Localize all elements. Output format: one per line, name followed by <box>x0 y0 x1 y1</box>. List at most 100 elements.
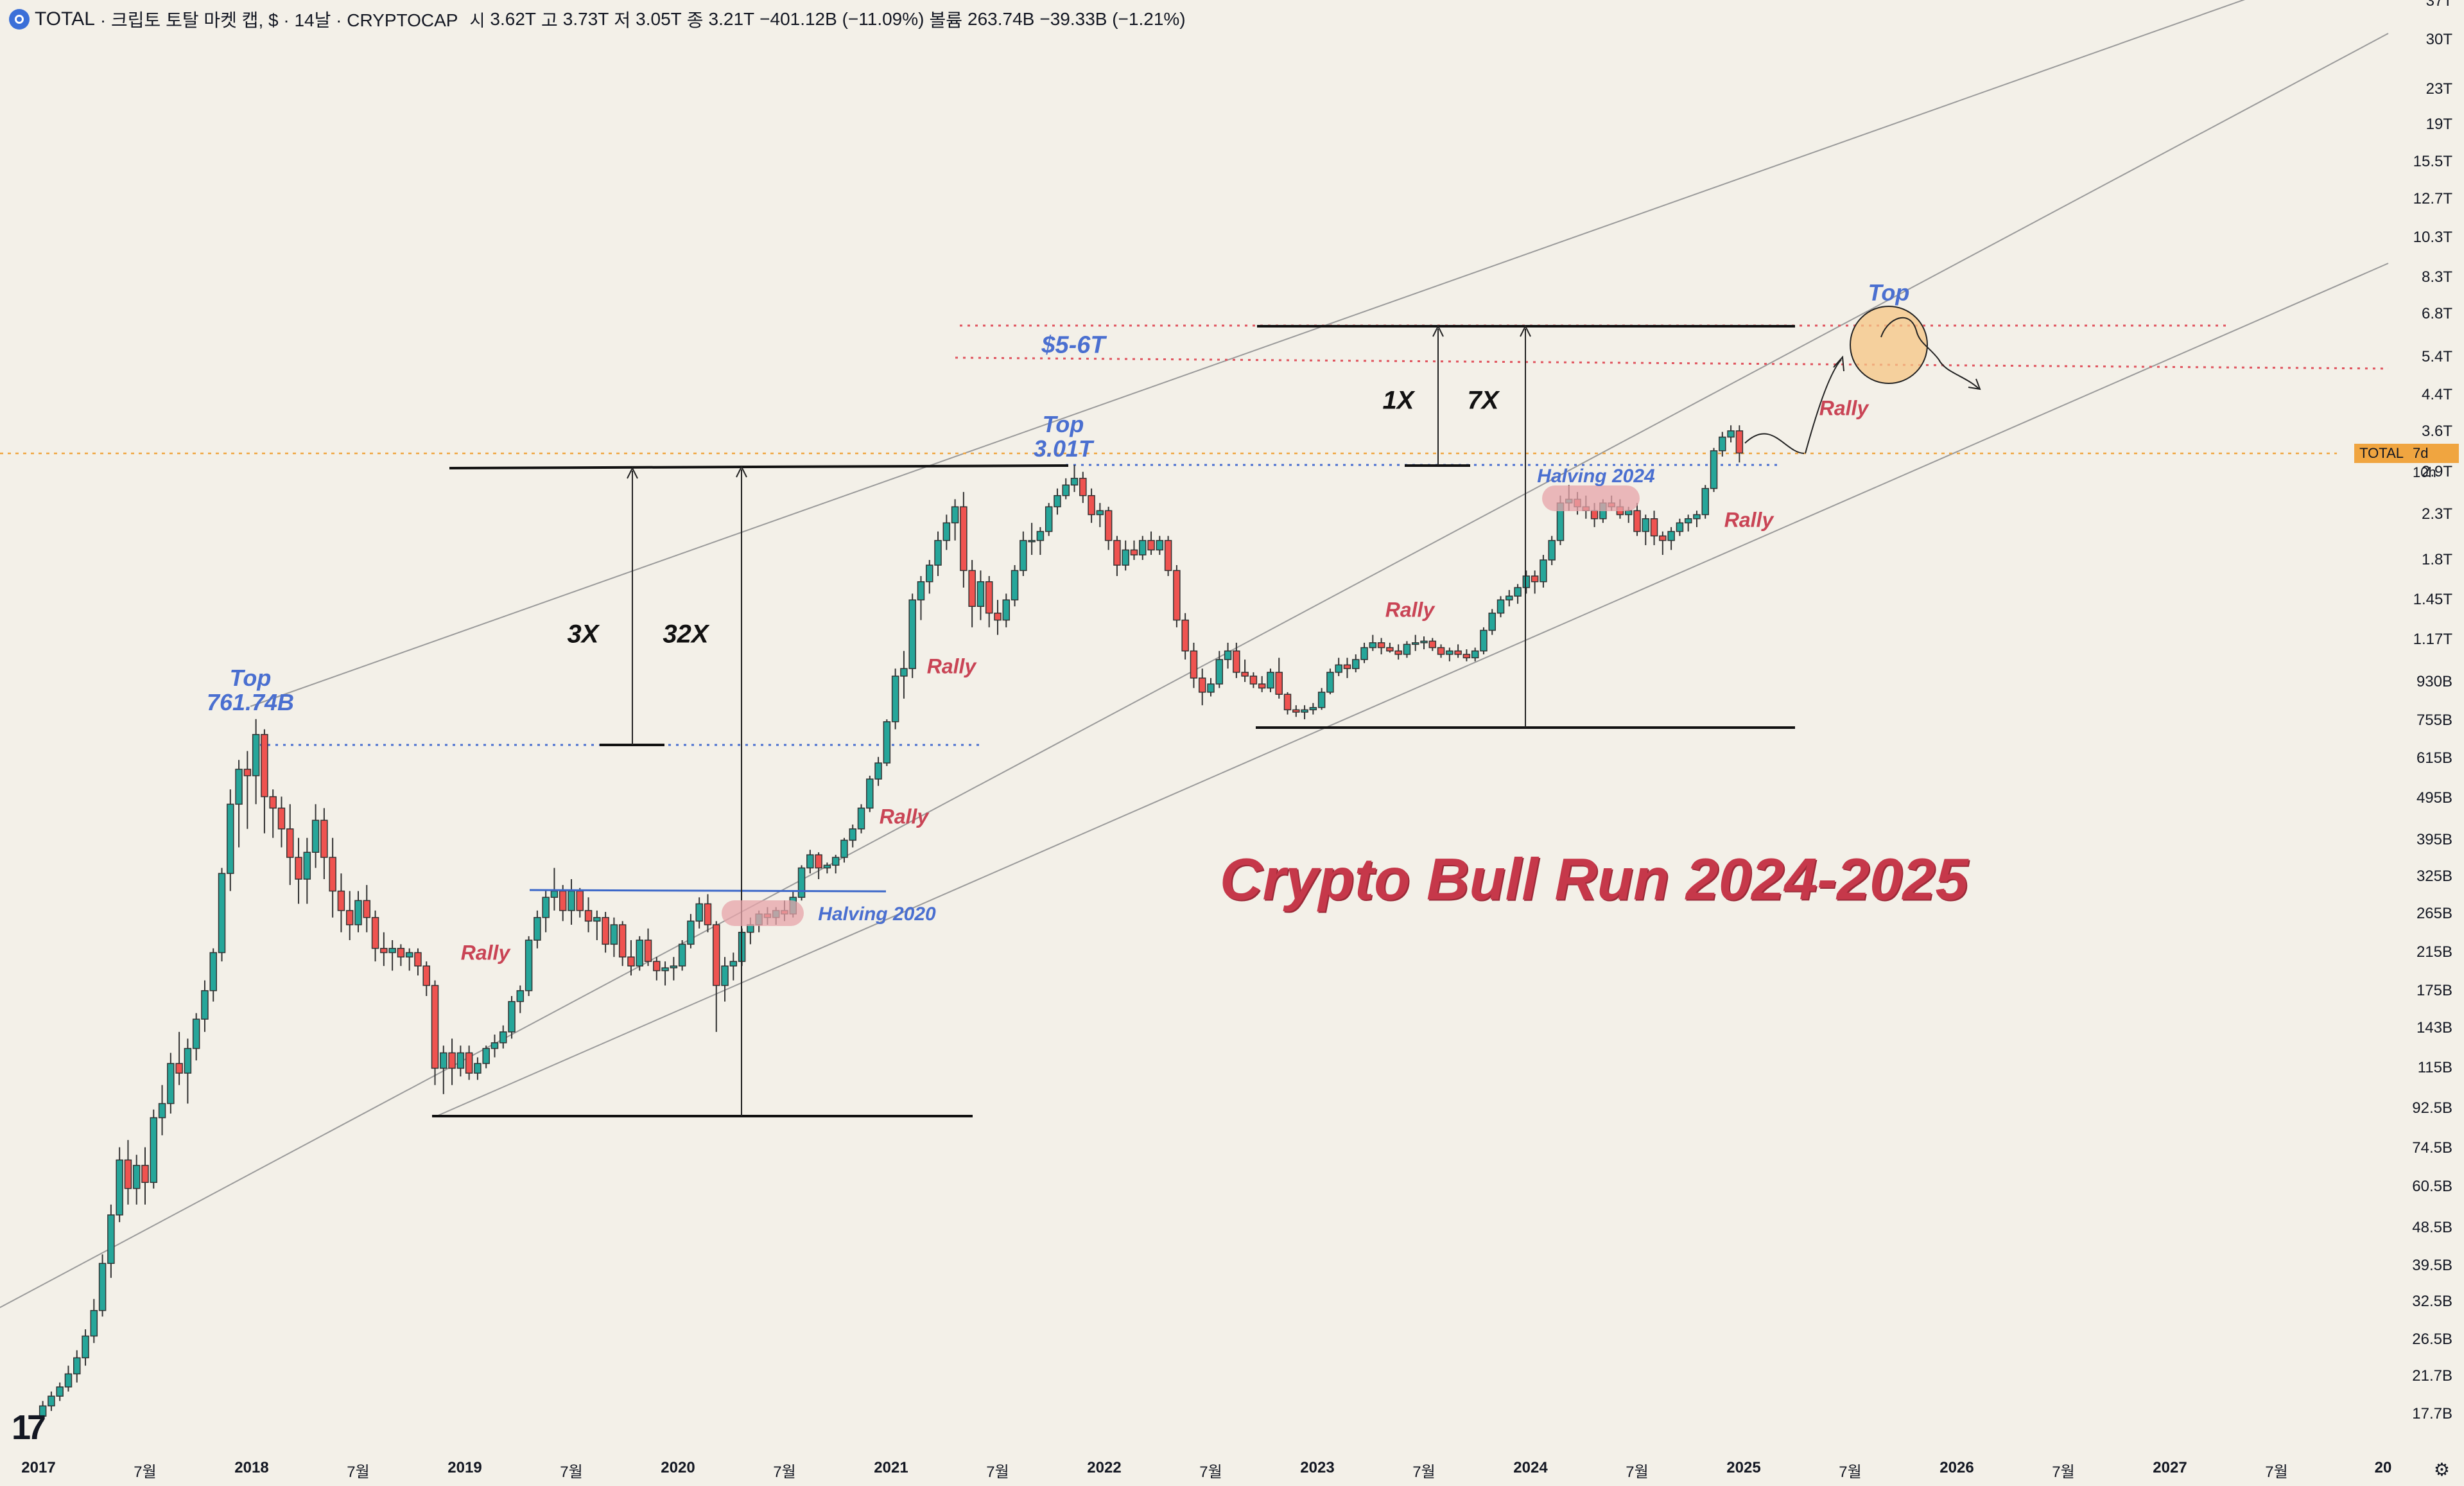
price-axis-tick: 15.5T <box>2413 153 2452 171</box>
gear-icon[interactable]: ⚙ <box>2433 1460 2450 1480</box>
candle-body <box>857 807 865 830</box>
candle-body <box>670 965 678 968</box>
candle-body <box>1488 612 1496 631</box>
annotation-target-range: $5-6T <box>1041 331 1106 359</box>
candle-body <box>1292 709 1300 713</box>
candle-body <box>1326 672 1334 693</box>
price-axis-tick: 12.7T <box>2413 189 2452 207</box>
candle-body <box>610 924 618 945</box>
candle-body <box>926 564 933 582</box>
candle-body <box>1676 522 1684 532</box>
candle-body <box>1173 570 1181 621</box>
candle-body <box>422 965 430 986</box>
open-value: 3.62T <box>490 9 537 29</box>
projection-curve-2 <box>1805 359 1842 454</box>
candle-body <box>82 1335 89 1359</box>
projection-arrow-head-1 <box>1833 355 1844 372</box>
volume-change: −39.33B (−1.21%) <box>1039 9 1186 29</box>
price-axis-tick: 2.9T <box>2421 462 2452 480</box>
candle-body <box>721 965 729 986</box>
price-axis-tick: 2.3T <box>2421 505 2452 523</box>
time-axis-tick: 7월 <box>2265 1464 2288 1481</box>
candle-body <box>874 762 882 780</box>
candle-body <box>1360 647 1368 660</box>
open-label: 시 <box>469 10 485 30</box>
symbol-name[interactable]: TOTAL <box>35 8 95 30</box>
high-value: 3.73T <box>562 9 609 29</box>
candle-body <box>1394 650 1402 655</box>
candle-body <box>1062 484 1070 496</box>
candle-body <box>482 1047 490 1064</box>
candle-body <box>1411 642 1419 645</box>
candle-body <box>704 903 712 925</box>
chart-title: Crypto Bull Run 2024-2025 <box>1220 846 1968 913</box>
candle-body <box>56 1386 64 1397</box>
price-axis-tick: 1.8T <box>2421 550 2452 568</box>
candle-body <box>1684 518 1692 523</box>
candle-body <box>286 828 294 858</box>
price-tag-symbol: TOTAL <box>2354 444 2409 463</box>
candle-body <box>559 890 567 911</box>
annotation-top-2021: Top 3.01T <box>1033 411 1093 462</box>
candle-body <box>1139 539 1147 555</box>
price-axis-tick: 3.6T <box>2421 423 2452 441</box>
candle-body <box>448 1052 456 1069</box>
time-axis-tick: 2020 <box>661 1459 695 1476</box>
candle-body <box>900 668 908 677</box>
candle-body <box>1403 643 1411 655</box>
price-axis-tick: 8.3T <box>2421 268 2452 286</box>
halving-2024-highlight <box>1542 485 1640 511</box>
candle-body <box>1070 478 1079 486</box>
candle-body <box>1164 539 1172 572</box>
candle-body <box>1446 650 1453 655</box>
candle-body <box>1181 619 1189 652</box>
candle-body <box>405 952 413 957</box>
candle-body <box>1028 539 1036 543</box>
annotation-rally-2019: Rally <box>460 941 510 965</box>
candle-body <box>891 676 899 722</box>
candle-body <box>209 952 217 992</box>
candle-body <box>1224 650 1232 660</box>
candle-body <box>1540 559 1547 582</box>
candle-body <box>1727 430 1735 438</box>
candle-body <box>175 1063 183 1074</box>
candle-body <box>269 796 277 809</box>
candle-body <box>1633 510 1641 532</box>
annotation-3x: 3X <box>567 620 599 649</box>
price-axis-tick: 495B <box>2416 789 2452 807</box>
candle-body <box>1104 510 1113 541</box>
annotation-rally-2020: Rally <box>879 805 929 828</box>
price-axis-tick: 175B <box>2416 981 2452 999</box>
candle-body <box>345 910 354 925</box>
time-axis-tick: 7월 <box>1199 1464 1222 1481</box>
tradingview-logo[interactable]: 17 <box>12 1408 46 1447</box>
candle-body <box>1659 535 1667 541</box>
price-axis-tick: 60.5B <box>2412 1178 2452 1196</box>
candle-body <box>1088 494 1095 516</box>
time-axis-tick: 7월 <box>1626 1464 1649 1481</box>
low-value: 3.05T <box>636 9 682 29</box>
time-axis-tick: 2026 <box>1939 1459 1974 1476</box>
candle-body <box>1531 575 1539 582</box>
time-axis-tick: 2024 <box>1513 1459 1548 1476</box>
candle-body <box>1420 640 1428 643</box>
candle-body <box>1548 539 1556 561</box>
price-axis-tick: 48.5B <box>2412 1218 2452 1236</box>
candle-body <box>627 956 635 966</box>
candle-body <box>849 828 856 841</box>
candle-body <box>1642 518 1650 532</box>
candle-body <box>653 961 661 972</box>
candle-body <box>456 1052 465 1069</box>
candle-body <box>542 896 550 918</box>
candle-body <box>713 924 720 986</box>
candle-body <box>277 807 286 830</box>
candle-body <box>1428 640 1437 649</box>
candle-body <box>329 857 336 892</box>
candle-body <box>568 890 575 911</box>
candle-body <box>1386 647 1394 652</box>
candle-body <box>397 948 405 957</box>
time-axis-tick: 2022 <box>1087 1459 1122 1476</box>
candle-body <box>1624 510 1633 516</box>
